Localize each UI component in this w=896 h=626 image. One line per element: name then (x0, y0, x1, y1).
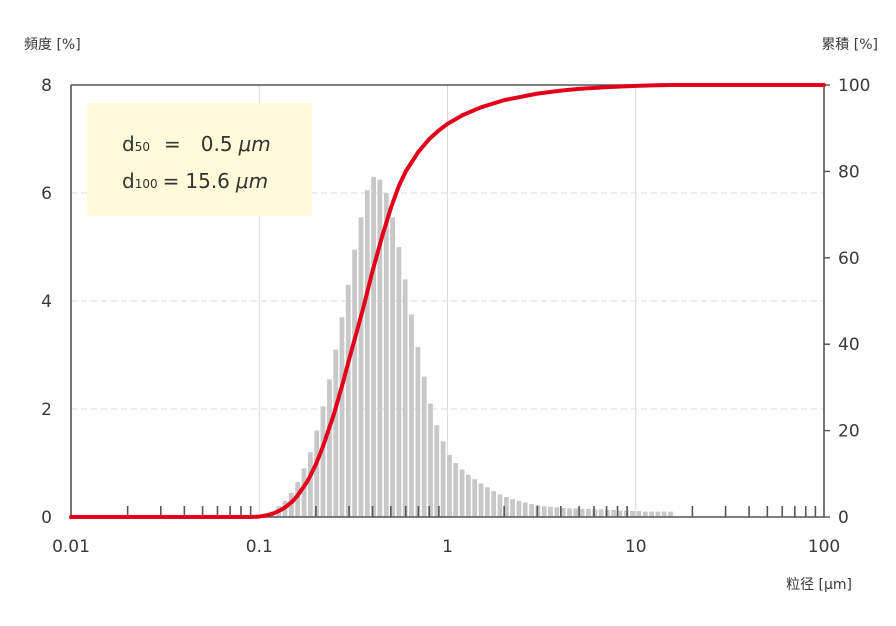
y-right-axis-title: 累積 [%] (821, 37, 878, 53)
d100-value: 15.6 (185, 169, 230, 193)
frequency-bar (617, 510, 623, 517)
frequency-bar (320, 406, 326, 517)
cumulative-curve-layer (69, 83, 826, 519)
frequency-bar (358, 217, 364, 518)
frequency-bar (421, 376, 427, 517)
frequency-bar (339, 317, 345, 517)
cumulative-curve (69, 83, 826, 519)
y-right-tick-label: 20 (838, 422, 860, 442)
d100-symbol: d (122, 169, 135, 193)
frequency-bar (364, 190, 370, 518)
annotation-box: d50 = 0.5 μm d100 = 15.6 μm (87, 103, 312, 216)
frequency-bar (668, 511, 673, 517)
frequency-bar (598, 509, 604, 517)
d100-subscript: 100 (135, 177, 158, 191)
frequency-bar (333, 349, 339, 517)
d50-subscript: 50 (135, 140, 150, 154)
d50-unit: μm (238, 132, 271, 156)
frequency-bar (295, 481, 301, 517)
x-tick-label: 0.1 (246, 537, 273, 557)
frequency-bar (497, 494, 503, 517)
y-left-axis-title: 頻度 [%] (24, 37, 81, 53)
frequency-bar (554, 507, 560, 517)
annotation-background (87, 103, 312, 216)
frequency-bar (611, 509, 617, 517)
x-tick-label: 10 (625, 537, 647, 557)
frequency-bar (541, 506, 547, 517)
frequency-bar (630, 511, 636, 517)
frequency-bar (371, 176, 377, 518)
frequency-bar (484, 487, 490, 517)
frequency-bar (383, 193, 389, 517)
frequency-bar (636, 511, 642, 517)
frequency-bar (503, 497, 509, 517)
frequency-bar (396, 247, 402, 517)
frequency-bar (548, 506, 553, 517)
frequency-bar (560, 507, 566, 517)
frequency-bar (459, 469, 465, 517)
y-right-tick-label: 100 (838, 76, 870, 96)
frequency-bar (573, 508, 579, 517)
d50-symbol: d (122, 132, 135, 156)
frequency-bar (453, 463, 459, 517)
frequency-bar (649, 511, 655, 517)
y-left-tick-label: 0 (41, 508, 52, 528)
frequency-bar (314, 430, 320, 517)
y-right-tick-label: 80 (838, 162, 860, 182)
y-left-tick-label: 6 (41, 184, 52, 204)
frequency-bar (402, 279, 408, 517)
frequency-bar (327, 379, 332, 517)
frequency-bar (529, 504, 534, 517)
d50-value: 0.5 (201, 132, 233, 156)
frequency-bar (415, 346, 421, 517)
frequency-bar (567, 508, 572, 517)
frequency-bar (604, 509, 610, 517)
frequency-bar (428, 403, 433, 517)
frequency-bar (510, 499, 516, 517)
frequency-bar (522, 502, 528, 517)
d100-unit: μm (235, 169, 268, 193)
d50-equals: = (164, 132, 181, 156)
frequency-bar (472, 479, 478, 517)
frequency-bar (447, 454, 452, 517)
d100-equals: = (163, 169, 180, 193)
frequency-bar (440, 441, 446, 517)
x-tick-label: 1 (442, 537, 453, 557)
d50-annotation: d50 = 0.5 μm (122, 132, 271, 156)
y-left-tick-label: 2 (41, 400, 52, 420)
x-tick-label: 0.01 (52, 537, 90, 557)
frequency-bar (345, 284, 351, 517)
frequency-bar (655, 511, 661, 517)
frequency-bar (465, 474, 471, 517)
frequency-bar (434, 425, 440, 517)
y-right-tick-label: 40 (838, 335, 860, 355)
frequency-bar (409, 314, 414, 517)
frequency-bars (256, 176, 673, 518)
frequency-bar (491, 491, 497, 517)
x-tick-label: 100 (808, 537, 840, 557)
frequency-bar (661, 511, 667, 517)
frequency-bar (352, 249, 357, 517)
frequency-bar (516, 500, 522, 517)
frequency-bar (377, 179, 383, 517)
frequency-bar (390, 217, 396, 518)
frequency-bar (308, 452, 313, 517)
y-left-tick-label: 8 (41, 76, 52, 96)
y-right-tick-label: 0 (838, 508, 849, 528)
y-left-tick-label: 4 (41, 292, 52, 312)
frequency-bar (579, 508, 585, 517)
frequency-bar (478, 483, 484, 517)
x-axis-title: 粒径 [μm] (786, 577, 852, 593)
frequency-bar (642, 511, 648, 517)
d100-annotation: d100 = 15.6 μm (122, 169, 268, 193)
frequency-bar (301, 468, 307, 517)
y-right-tick-label: 60 (838, 249, 860, 269)
frequency-bar (586, 508, 591, 517)
